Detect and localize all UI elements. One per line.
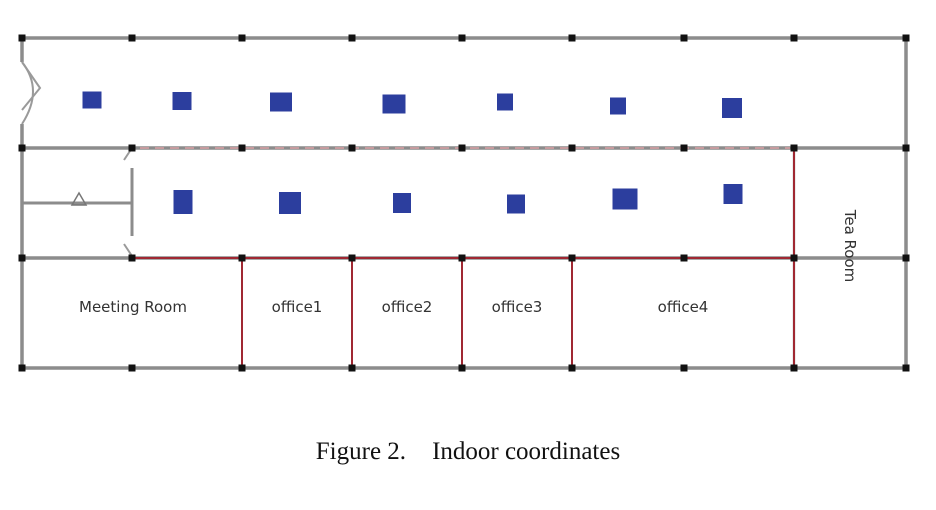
access-point-marker bbox=[270, 92, 292, 112]
grid-point bbox=[18, 144, 26, 152]
grid-point bbox=[458, 364, 466, 372]
grid-point bbox=[348, 364, 356, 372]
grid-point bbox=[348, 144, 356, 152]
grid-point bbox=[568, 254, 576, 262]
grid-point bbox=[568, 364, 576, 372]
grid-point bbox=[128, 254, 136, 262]
figure-number: Figure 2. bbox=[315, 438, 407, 465]
figure-caption: Figure 2. Indoor coordinates bbox=[0, 438, 936, 466]
access-point-marker bbox=[497, 93, 513, 111]
grid-point bbox=[790, 254, 798, 262]
grid-point bbox=[902, 144, 910, 152]
grid-points bbox=[18, 34, 910, 372]
grid-point bbox=[238, 364, 246, 372]
grid-point bbox=[680, 144, 688, 152]
access-point-marker bbox=[507, 194, 525, 214]
figure-title: Indoor coordinates bbox=[432, 438, 621, 465]
grid-point bbox=[902, 254, 910, 262]
grid-point bbox=[128, 364, 136, 372]
grid-point bbox=[790, 364, 798, 372]
grid-point bbox=[458, 144, 466, 152]
access-point-marker bbox=[393, 193, 411, 213]
grid-point bbox=[680, 34, 688, 42]
access-points bbox=[82, 91, 743, 214]
access-point-marker bbox=[172, 92, 192, 110]
office3-label: office3 bbox=[492, 298, 543, 316]
access-point-marker bbox=[382, 94, 406, 114]
grid-point bbox=[568, 144, 576, 152]
grid-point bbox=[348, 254, 356, 262]
grid-point bbox=[128, 34, 136, 42]
office4-label: office4 bbox=[658, 298, 709, 316]
grid-point bbox=[790, 144, 798, 152]
grid-point bbox=[680, 254, 688, 262]
access-point-marker bbox=[722, 98, 742, 118]
door-swing-icon bbox=[21, 61, 42, 125]
access-point-marker bbox=[723, 184, 743, 204]
office2-label: office2 bbox=[382, 298, 433, 316]
grid-point bbox=[238, 254, 246, 262]
grid-point bbox=[680, 364, 688, 372]
grid-point bbox=[18, 364, 26, 372]
grid-point bbox=[348, 34, 356, 42]
access-point-marker bbox=[612, 188, 638, 210]
grid-point bbox=[128, 144, 136, 152]
triangle-icon bbox=[70, 191, 88, 206]
grid-point bbox=[18, 254, 26, 262]
grid-point bbox=[458, 34, 466, 42]
access-point-marker bbox=[279, 192, 301, 214]
grid-point bbox=[238, 144, 246, 152]
tea-room-label: Tea Room bbox=[841, 209, 859, 283]
access-point-marker bbox=[610, 97, 626, 115]
grid-point bbox=[458, 254, 466, 262]
access-point-marker bbox=[82, 91, 102, 109]
grid-point bbox=[238, 34, 246, 42]
grid-point bbox=[790, 34, 798, 42]
access-point-marker bbox=[173, 190, 193, 214]
grid-point bbox=[18, 34, 26, 42]
grid-point bbox=[902, 34, 910, 42]
office1-label: office1 bbox=[272, 298, 323, 316]
meeting-room-label: Meeting Room bbox=[79, 298, 187, 316]
grid-point bbox=[902, 364, 910, 372]
grid-point bbox=[568, 34, 576, 42]
floor-plan: Meeting Room office1 office2 office3 off… bbox=[18, 34, 910, 372]
